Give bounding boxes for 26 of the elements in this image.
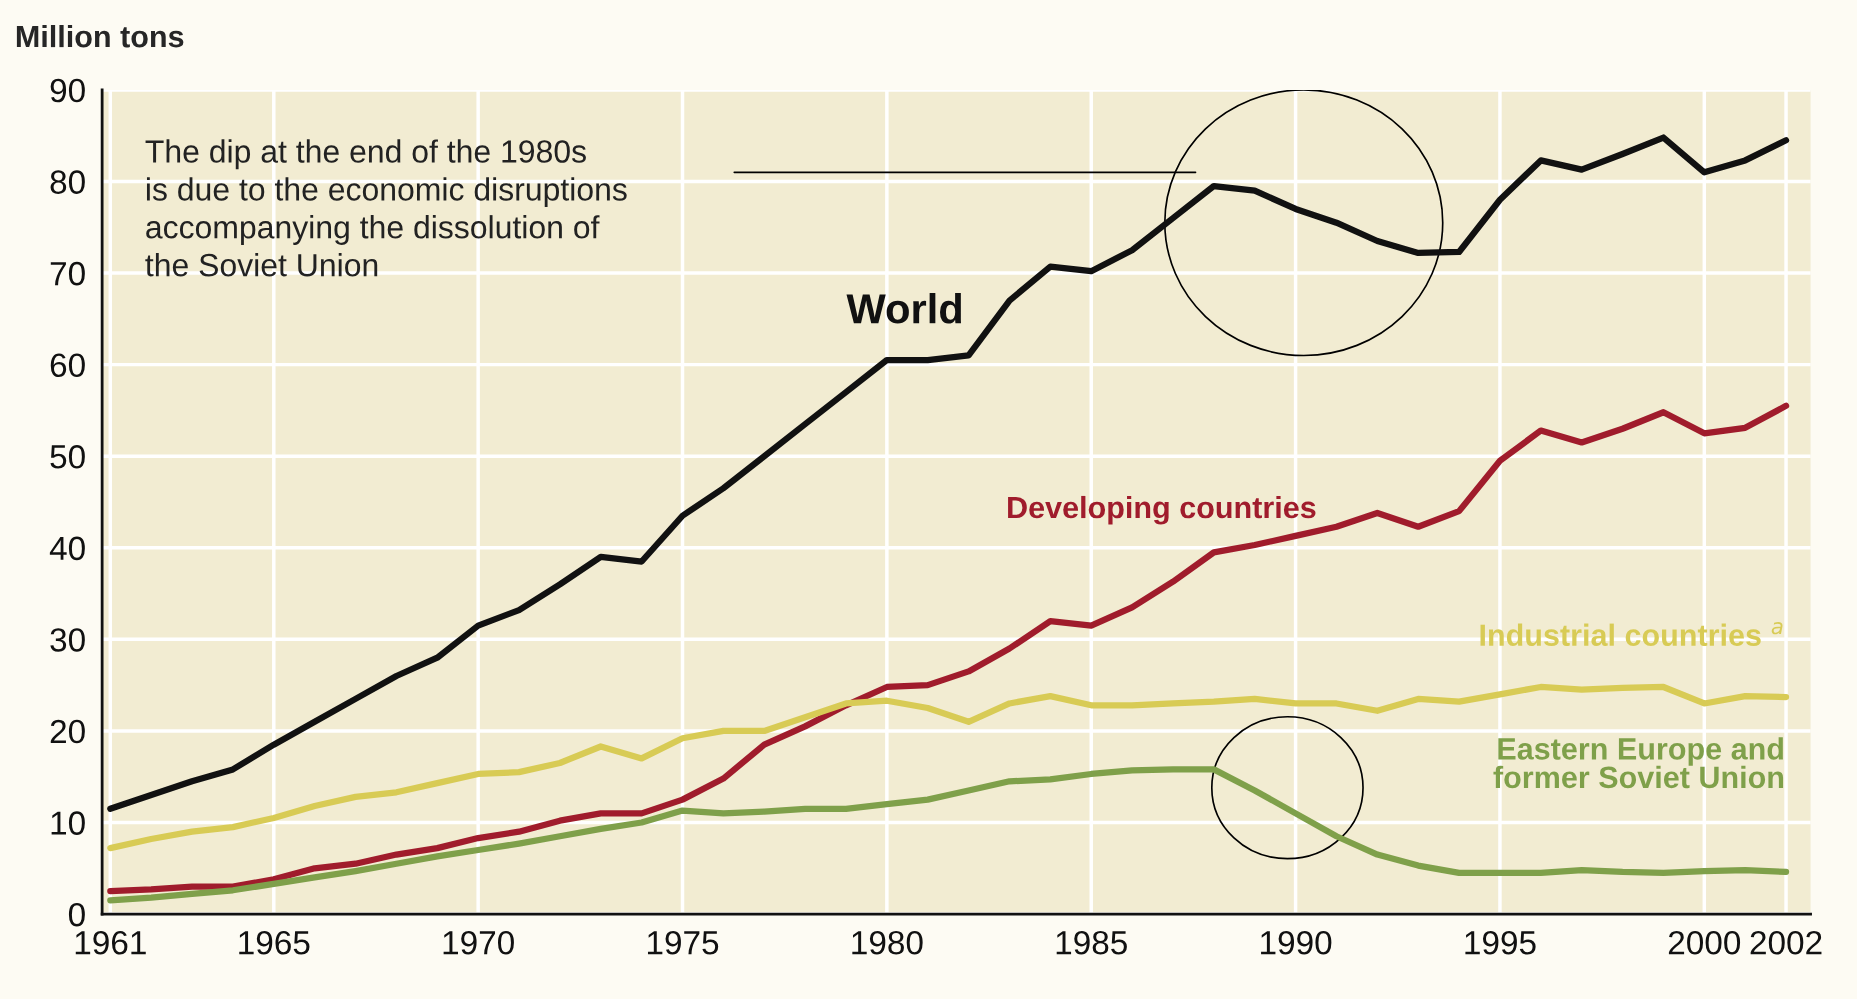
x-tick-label: 1965 — [239, 930, 310, 955]
x-tick-label: 1980 — [852, 930, 923, 955]
y-tick-label: 20 — [50, 719, 85, 744]
x-tick-label: 1970 — [443, 930, 514, 955]
y-tick-label: 90 — [50, 78, 85, 103]
y-tick-label: 10 — [51, 811, 85, 835]
y-tick-label: 50 — [50, 445, 85, 469]
series-label: Developing countries — [1008, 495, 1316, 525]
y-tick-label: 70 — [50, 261, 85, 286]
x-tick-label: 2002 — [1750, 930, 1822, 955]
series-label: Industrial countries $^{a}$ — [1480, 622, 1783, 647]
y-tick-label: 80 — [50, 170, 85, 194]
series-label: World — [846, 293, 962, 324]
y-tick-label: 0 — [68, 902, 85, 927]
y-tick-label: 40 — [49, 536, 85, 561]
x-tick-label: 1985 — [1056, 930, 1127, 955]
x-tick-label: 1975 — [647, 930, 719, 955]
x-tick-label: 1995 — [1465, 930, 1536, 955]
text: Eastern Europe and former Soviet Union — [1493, 737, 1784, 789]
x-tick-label: 2000 — [1668, 930, 1741, 955]
y-tick-label: 30 — [50, 628, 85, 652]
y-tick-label: 60 — [50, 353, 85, 378]
x-tick-label: 1961 — [75, 930, 146, 955]
annotation: The dip at the end of the 1980s is due to the economic disruptions accompanying the dissolution of the Soviet Union — [145, 139, 627, 277]
y-axis-title: Million tons — [16, 24, 184, 48]
x-tick-label: 1990 — [1261, 930, 1332, 955]
